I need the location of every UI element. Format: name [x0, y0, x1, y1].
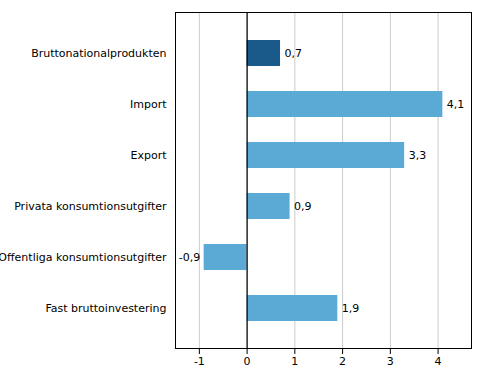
svg-text:0,9: 0,9: [294, 200, 312, 213]
svg-text:Import: Import: [130, 98, 167, 111]
svg-text:3: 3: [387, 355, 394, 368]
svg-text:Bruttonationalprodukten: Bruttonationalprodukten: [31, 47, 166, 60]
svg-text:Fast bruttoinvestering: Fast bruttoinvestering: [45, 302, 166, 315]
svg-text:Privata konsumtionsutgifter: Privata konsumtionsutgifter: [14, 200, 167, 213]
svg-text:Export: Export: [130, 149, 167, 162]
svg-text:1,9: 1,9: [342, 302, 360, 315]
svg-text:2: 2: [339, 355, 346, 368]
svg-text:-0,9: -0,9: [179, 251, 200, 264]
svg-text:Offentliga konsumtionsutgifter: Offentliga konsumtionsutgifter: [0, 251, 167, 264]
svg-text:3,3: 3,3: [409, 149, 427, 162]
svg-text:4,1: 4,1: [447, 98, 465, 111]
svg-text:0,7: 0,7: [285, 47, 303, 60]
svg-text:0: 0: [244, 355, 251, 368]
svg-text:-1: -1: [194, 355, 205, 368]
svg-text:1: 1: [291, 355, 298, 368]
svg-text:4: 4: [435, 355, 442, 368]
